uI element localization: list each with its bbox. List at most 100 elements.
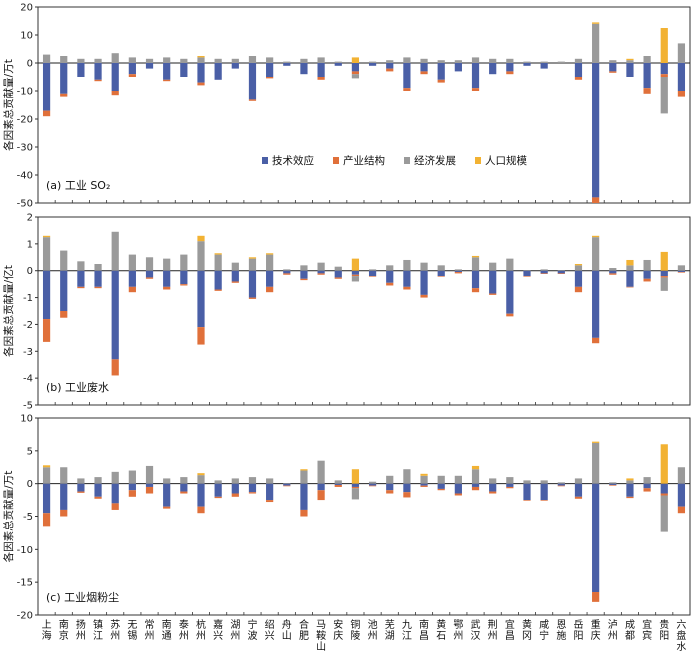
- bar-产业结构: [403, 286, 411, 290]
- x-tick-label: 宁波: [247, 618, 257, 642]
- bar-技术效应: [145, 63, 154, 69]
- bar-经济发展: [437, 60, 445, 63]
- bar-技术效应: [266, 63, 274, 77]
- bar-产业结构: [574, 496, 583, 499]
- bar-经济发展: [231, 58, 239, 63]
- bar-产业结构: [300, 278, 308, 281]
- bar-经济发展: [489, 262, 497, 271]
- x-axis-labels: 上海南京扬州镇江苏州无锡常州南通泰州杭州嘉兴湖州宁波绍兴舟山合肥马鞍山安庆铜陵池…: [42, 618, 687, 653]
- bar-经济发展: [557, 482, 565, 484]
- bar-技术效应: [77, 63, 85, 77]
- bar-产业结构: [283, 273, 291, 275]
- bar-人口规模: [660, 444, 668, 484]
- bar-经济发展: [420, 58, 428, 63]
- bar-经济发展: [145, 257, 154, 271]
- bar-技术效应: [60, 483, 68, 510]
- bar-经济发展: [197, 475, 205, 484]
- bar-技术效应: [248, 483, 257, 493]
- bar-技术效应: [111, 63, 119, 91]
- bar-技术效应: [197, 483, 205, 507]
- bar-经济发展: [145, 58, 154, 63]
- bar-产业结构: [592, 197, 600, 203]
- bar-经济发展: [163, 258, 171, 271]
- bar-产业结构: [523, 500, 531, 501]
- bar-经济发展: [506, 258, 514, 271]
- bar-人口规模: [660, 28, 668, 63]
- bar-经济发展: [626, 60, 634, 63]
- bar-产业结构: [77, 491, 85, 493]
- bar-产业结构: [145, 277, 154, 279]
- bar-技术效应: [231, 483, 239, 494]
- bar-技术效应: [523, 483, 531, 501]
- bar-技术效应: [489, 270, 497, 294]
- bar-技术效应: [283, 270, 291, 274]
- legend-label: 经济发展: [414, 154, 456, 167]
- bar-产业结构: [609, 273, 617, 275]
- bar-产业结构: [626, 286, 634, 288]
- bar-经济发展: [368, 61, 377, 63]
- bar-经济发展: [557, 270, 565, 271]
- bar-技术效应: [660, 270, 668, 277]
- bar-产业结构: [471, 288, 480, 293]
- x-tick-label: 宜昌: [505, 618, 515, 642]
- bar-经济发展: [540, 480, 548, 484]
- bar-经济发展: [643, 56, 651, 63]
- y-tick-label: -5: [23, 512, 33, 523]
- bar-技术效应: [317, 63, 325, 77]
- bar-技术效应: [197, 270, 205, 328]
- y-axis-label: 各因素总贡献量/万t: [2, 59, 15, 151]
- bar-产业结构: [60, 311, 68, 318]
- bar-产业结构: [660, 74, 668, 77]
- bar-产业结构: [60, 93, 68, 97]
- bar-产业结构: [248, 297, 257, 299]
- bar-经济发展: [60, 467, 68, 484]
- bar-技术效应: [489, 483, 497, 492]
- bar-产业结构: [111, 359, 119, 376]
- bar-人口规模: [214, 253, 222, 255]
- bar-技术效应: [128, 63, 136, 75]
- bar-技术效应: [677, 483, 686, 507]
- legend-swatch: [262, 157, 268, 164]
- y-tick-label: 0: [27, 266, 33, 277]
- y-tick-label: -15: [17, 578, 33, 589]
- bar-技术效应: [214, 483, 222, 497]
- bar-技术效应: [489, 63, 497, 75]
- bar-产业结构: [180, 491, 188, 494]
- bar-产业结构: [283, 485, 291, 487]
- bar-技术效应: [609, 63, 617, 72]
- bar-技术效应: [454, 483, 462, 494]
- y-tick-label: -1: [23, 293, 33, 304]
- bar-经济发展: [60, 250, 68, 271]
- bar-技术效应: [300, 483, 308, 510]
- bar-技术效应: [300, 270, 308, 279]
- bar-技术效应: [643, 63, 651, 89]
- bar-经济发展: [574, 478, 583, 484]
- bar-经济发展: [283, 483, 291, 484]
- legend: 技术效应 产业结构 经济发展 人口规模: [262, 154, 527, 167]
- bar-经济发展: [677, 43, 686, 63]
- bar-经济发展: [351, 488, 360, 500]
- bar-技术效应: [574, 63, 583, 77]
- bar-技术效应: [163, 63, 171, 80]
- bar-产业结构: [197, 327, 205, 345]
- bar-技术效应: [231, 63, 239, 69]
- bar-产业结构: [403, 88, 411, 91]
- bar-经济发展: [197, 241, 205, 271]
- bar-产业结构: [420, 294, 428, 298]
- bar-技术效应: [351, 270, 360, 275]
- bar-技术效应: [454, 270, 462, 273]
- bar-技术效应: [540, 270, 548, 274]
- bar-经济发展: [163, 57, 171, 63]
- bar-技术效应: [128, 270, 136, 287]
- bar-经济发展: [266, 254, 274, 271]
- bar-技术效应: [77, 270, 85, 287]
- bar-技术效应: [334, 270, 342, 278]
- bar-经济发展: [214, 254, 222, 271]
- bar-经济发展: [368, 481, 377, 484]
- x-tick-label: 合肥: [299, 618, 309, 642]
- bar-技术效应: [626, 63, 634, 77]
- x-tick-label: 南昌: [419, 618, 429, 642]
- bar-经济发展: [248, 258, 257, 271]
- bar-产业结构: [368, 276, 377, 277]
- bar-经济发展: [317, 262, 325, 271]
